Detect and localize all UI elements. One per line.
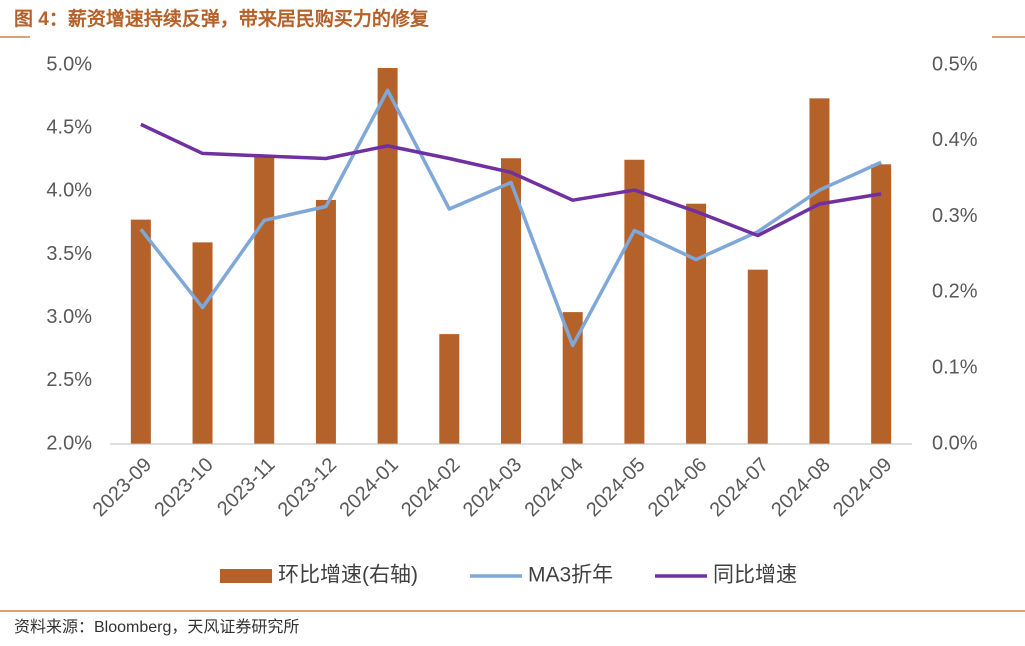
x-tick-label: 2024-09 (829, 454, 896, 521)
line (140, 122, 882, 238)
bar (254, 156, 275, 444)
x-tick-label: 2024-01 (335, 454, 402, 521)
x-tick-label: 2024-07 (706, 454, 773, 521)
legend-label: 同比增速 (713, 564, 797, 587)
y2-tick-label: 0.5% (932, 53, 978, 75)
x-tick-label: 2024-08 (767, 454, 834, 521)
bar (562, 312, 583, 444)
x-tick-label: 2024-05 (582, 454, 649, 521)
y-tick-label: 4.5% (46, 116, 92, 138)
bar (501, 158, 521, 444)
bar (315, 199, 336, 444)
bar (130, 219, 151, 444)
x-tick-label: 2023-12 (274, 454, 341, 521)
x-tick-label: 2023-10 (150, 454, 217, 521)
y-tick-label: 3.5% (46, 243, 92, 265)
source: 资料来源：Bloomberg，天风证券研究所 (14, 618, 299, 636)
y2-tick-label: 0.2% (932, 281, 978, 303)
x-tick-label: 2024-03 (459, 454, 526, 521)
x-tick-label: 2023-09 (89, 454, 156, 521)
bar (192, 242, 213, 444)
x-tick-label: 2023-11 (213, 454, 279, 520)
bar (747, 269, 768, 444)
bar (809, 98, 830, 445)
x-tick-label: 2024-04 (520, 454, 587, 521)
legend-swatch (220, 569, 272, 583)
x-tick-label: 2024-02 (397, 454, 464, 521)
chart-title: 图 4：薪资增速持续反弹，带来居民购买力的修复 (14, 7, 430, 30)
y2-tick-label: 0.0% (932, 432, 978, 454)
x-tick-label: 2024-06 (644, 454, 711, 521)
line (139, 88, 882, 348)
legend-label: MA3折年 (528, 564, 613, 587)
bar (624, 159, 645, 444)
y2-tick-label: 0.1% (932, 356, 978, 378)
y-tick-label: 2.0% (46, 432, 92, 454)
y-tick-label: 2.5% (46, 369, 92, 391)
y-tick-label: 3.0% (46, 306, 92, 328)
bar (871, 164, 892, 444)
y2-tick-label: 0.4% (932, 129, 978, 151)
bar (439, 334, 460, 444)
y2-tick-label: 0.3% (932, 205, 978, 227)
legend-label: 环比增速(右轴) (278, 564, 418, 587)
y-tick-label: 4.0% (46, 180, 92, 202)
bar (686, 203, 707, 444)
y-tick-label: 5.0% (46, 53, 92, 75)
bar (377, 68, 398, 445)
